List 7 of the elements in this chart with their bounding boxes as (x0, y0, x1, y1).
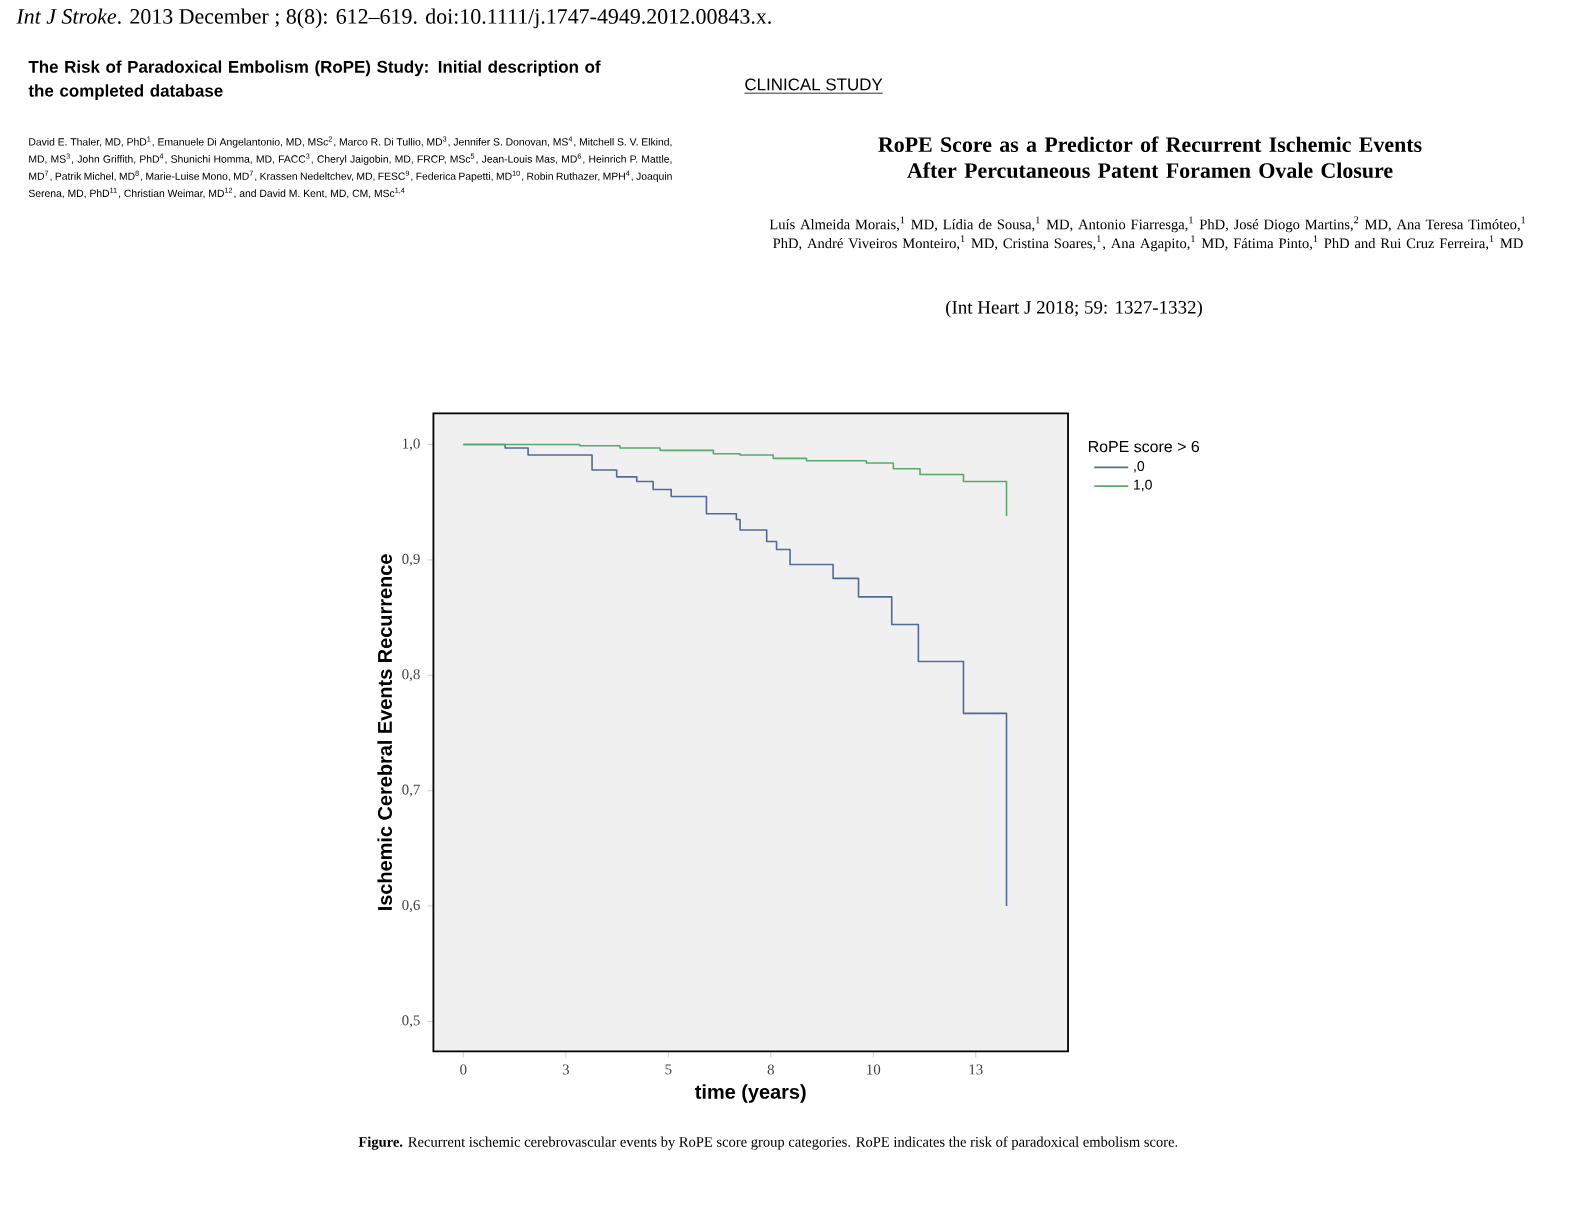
text: CLINICAL STUDY (745, 78, 883, 91)
text: Int J Stroke. 2013 December ; 8(8): 612–619. doi:10.1111/j.1747-4949.2012.00843.x. (16, 8, 771, 29)
text: (Int Heart J 2018; 59: 1327-1332) (946, 300, 1202, 318)
x-axis-title: time (years) (695, 1084, 806, 1103)
y-axis-title: Ischemic Cerebral Events Recurrence (377, 554, 392, 910)
text: The Risk of Paradoxical Embolism (RoPE) Study: Initial description of the completed database (28, 60, 601, 101)
text: RoPE Score as a Predictor of Recurrent Ischemic Events After Percutaneous Patent Foramen Ovale Closure (878, 136, 1422, 179)
